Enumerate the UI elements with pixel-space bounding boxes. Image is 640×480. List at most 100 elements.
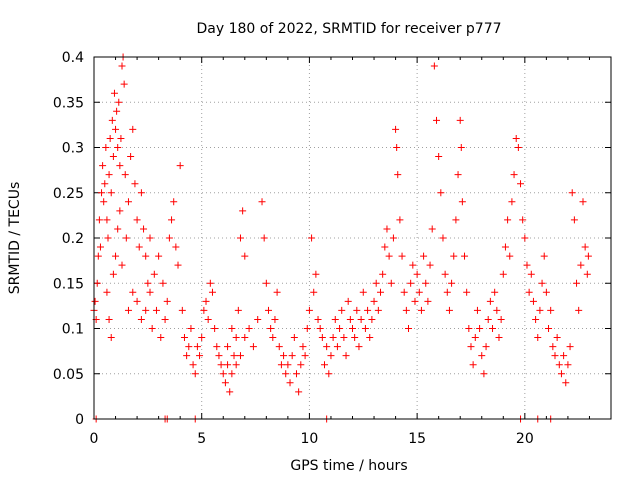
data-point-marker xyxy=(129,125,137,133)
data-point-marker xyxy=(176,162,184,170)
data-point-marker xyxy=(260,234,268,242)
data-point-marker xyxy=(318,334,326,342)
data-point-marker xyxy=(148,325,156,332)
y-axis-label: SRMTID / TECUs xyxy=(7,182,23,295)
data-point-marker xyxy=(120,80,128,88)
data-point-marker xyxy=(98,189,106,197)
data-point-marker xyxy=(215,352,223,360)
data-point-marker xyxy=(239,207,247,215)
data-point-marker xyxy=(364,306,372,314)
data-point-marker xyxy=(232,334,240,342)
data-point-marker xyxy=(351,334,359,342)
data-point-marker xyxy=(547,306,555,314)
data-point-marker xyxy=(129,288,137,296)
data-point-marker xyxy=(180,334,188,342)
data-point-marker xyxy=(491,288,499,296)
data-point-marker xyxy=(366,334,374,342)
data-point-marker xyxy=(457,144,465,151)
x-tick-label: 20 xyxy=(516,431,534,447)
data-point-marker xyxy=(236,234,244,242)
data-point-marker xyxy=(521,234,529,242)
data-point-marker xyxy=(452,216,460,224)
data-point-marker xyxy=(383,225,391,233)
data-point-marker xyxy=(392,125,400,133)
data-point-marker xyxy=(333,343,341,351)
data-point-marker xyxy=(542,288,550,296)
data-point-marker xyxy=(357,315,365,323)
data-point-marker xyxy=(465,325,473,332)
data-point-marker xyxy=(224,361,232,369)
data-point-marker xyxy=(284,361,292,369)
data-point-marker xyxy=(187,325,195,332)
data-point-marker xyxy=(267,325,275,332)
data-point-marker xyxy=(469,361,477,369)
data-point-marker xyxy=(575,306,583,314)
data-point-marker xyxy=(105,171,113,179)
data-point-marker xyxy=(331,315,339,323)
data-point-marker xyxy=(211,325,219,332)
data-point-marker xyxy=(117,134,125,142)
data-point-marker xyxy=(512,134,520,142)
data-point-marker xyxy=(193,343,201,351)
data-point-marker xyxy=(445,306,453,314)
data-point-marker xyxy=(226,388,234,396)
data-point-marker xyxy=(163,297,171,305)
y-tick-label: 0.25 xyxy=(53,186,84,202)
data-point-marker xyxy=(424,297,432,305)
data-point-marker xyxy=(510,171,518,179)
data-point-marker xyxy=(241,334,249,342)
data-point-marker xyxy=(584,252,592,260)
data-point-marker xyxy=(104,234,112,242)
data-point-marker xyxy=(359,288,367,296)
data-point-marker xyxy=(398,252,406,260)
data-point-marker xyxy=(183,352,191,360)
data-point-marker xyxy=(529,297,537,305)
data-point-marker xyxy=(532,315,540,323)
data-point-marker xyxy=(534,334,542,342)
data-point-marker xyxy=(292,370,300,378)
data-point-marker xyxy=(121,171,129,179)
data-point-marker xyxy=(299,343,307,351)
data-point-marker xyxy=(93,279,101,287)
data-point-marker xyxy=(312,270,320,278)
data-point-marker xyxy=(504,216,512,224)
plot-frame xyxy=(93,56,612,420)
data-point-marker xyxy=(545,325,553,332)
data-point-marker xyxy=(555,361,563,369)
data-point-marker xyxy=(389,234,397,242)
data-point-marker xyxy=(124,306,132,314)
data-point-marker xyxy=(112,252,120,260)
data-point-marker xyxy=(433,116,441,124)
data-point-marker xyxy=(269,334,277,342)
data-point-marker xyxy=(407,279,415,287)
data-point-marker xyxy=(540,252,548,260)
data-point-marker xyxy=(124,198,132,206)
data-point-marker xyxy=(206,279,214,287)
data-point-marker xyxy=(411,297,419,305)
data-point-marker xyxy=(402,306,410,314)
data-point-marker xyxy=(282,370,290,378)
data-point-marker xyxy=(379,270,387,278)
data-point-marker xyxy=(519,216,527,224)
data-point-marker xyxy=(394,171,402,179)
data-point-marker xyxy=(525,288,533,296)
data-point-marker xyxy=(137,189,145,197)
data-point-marker xyxy=(454,171,462,179)
data-point-marker xyxy=(110,89,118,97)
data-point-marker xyxy=(189,361,197,369)
data-point-marker xyxy=(202,297,210,305)
data-point-marker xyxy=(107,189,115,197)
data-point-marker xyxy=(377,288,385,296)
data-point-marker xyxy=(144,279,152,287)
data-point-marker xyxy=(118,261,126,269)
data-point-marker xyxy=(437,189,445,197)
data-point-marker xyxy=(142,252,150,260)
data-point-marker xyxy=(361,325,369,332)
data-point-marker xyxy=(103,288,111,296)
data-point-marker xyxy=(275,343,283,351)
data-point-marker xyxy=(174,261,182,269)
data-point-marker xyxy=(127,153,135,161)
data-point-marker xyxy=(241,252,249,260)
y-tick-label: 0.2 xyxy=(62,231,84,247)
y-tick-label: 0 xyxy=(75,412,84,428)
